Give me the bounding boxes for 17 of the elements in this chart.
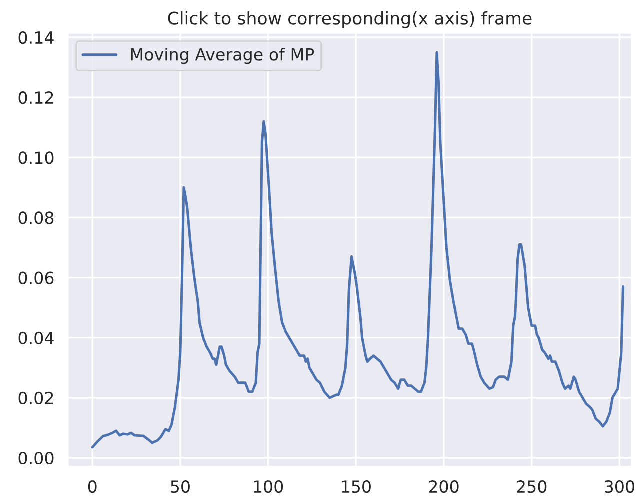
x-tick-label: 0	[88, 480, 97, 494]
y-tick-label: 0.06	[18, 272, 54, 284]
y-tick-label: 0.12	[18, 92, 54, 104]
y-tick-label: 0.14	[18, 31, 54, 44]
x-tick-label: 200	[429, 480, 459, 494]
x-tick-label: 100	[254, 480, 284, 494]
y-tick-label: 0.00	[18, 452, 54, 465]
x-tick-label: 250	[517, 480, 547, 494]
x-tick-label: 300	[605, 480, 634, 494]
x-tick-label: 150	[342, 480, 371, 494]
y-tick-label: 0.04	[18, 332, 54, 344]
x-tick-label: 50	[171, 480, 190, 494]
y-tick-label: 0.02	[18, 392, 54, 404]
legend-label: Moving Average of MP	[131, 48, 314, 64]
y-tick-label: 0.08	[18, 212, 54, 224]
y-tick-label: 0.10	[18, 152, 54, 164]
chart-title: Click to show corresponding(x axis) frame	[168, 11, 532, 28]
